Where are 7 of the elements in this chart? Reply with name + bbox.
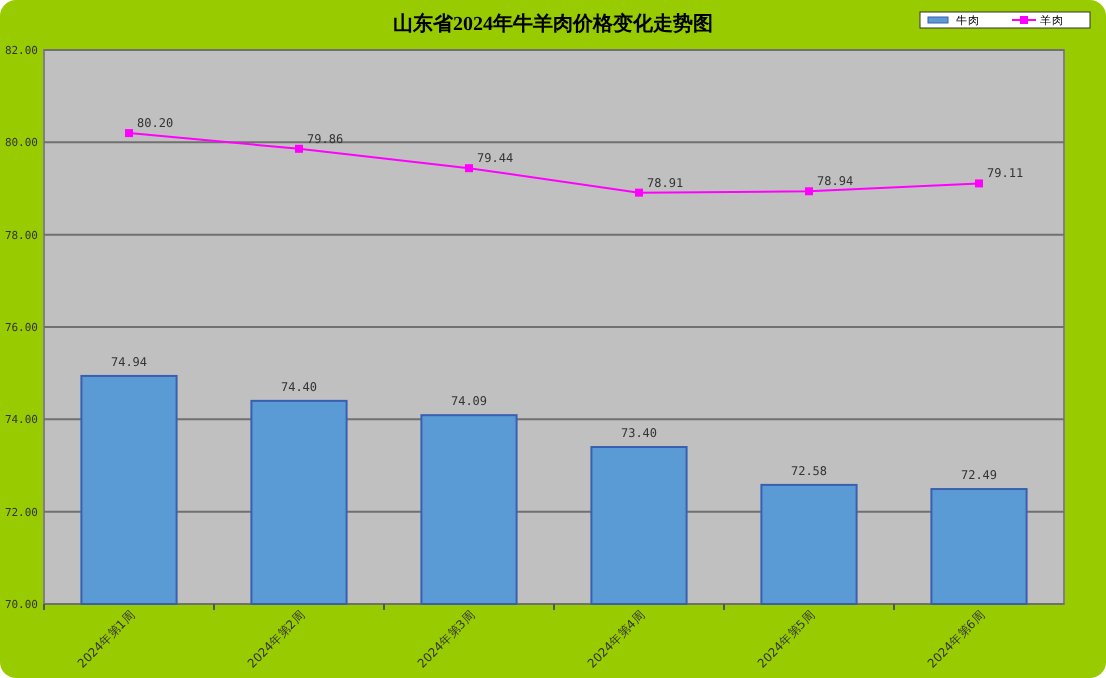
chart-title: 山东省2024年牛羊肉价格变化走势图 [393,12,713,36]
point [125,129,133,138]
point [805,187,813,196]
point [635,188,643,197]
point [295,144,303,153]
point [975,179,983,188]
point [465,164,473,173]
